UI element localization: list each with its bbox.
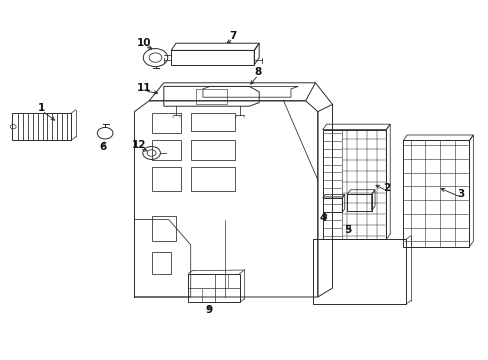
Bar — [12, 113, 71, 140]
Text: 11: 11 — [137, 83, 151, 93]
Text: 7: 7 — [228, 31, 236, 41]
Text: 5: 5 — [344, 225, 351, 235]
Text: 3: 3 — [456, 189, 463, 199]
Text: 4: 4 — [318, 213, 326, 223]
Text: 1: 1 — [38, 103, 45, 113]
Text: 2: 2 — [382, 183, 389, 193]
Text: 9: 9 — [205, 305, 212, 315]
Text: 6: 6 — [99, 141, 106, 152]
Text: 8: 8 — [254, 67, 261, 77]
Text: 12: 12 — [132, 140, 146, 150]
Text: 10: 10 — [137, 38, 151, 48]
